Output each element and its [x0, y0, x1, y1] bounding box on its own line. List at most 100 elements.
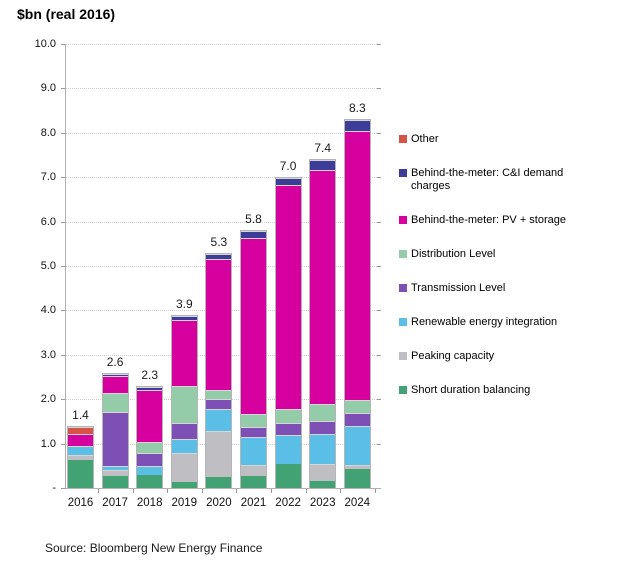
bar-2022 — [274, 177, 302, 489]
bar-total-label: 3.9 — [175, 296, 193, 311]
bar-segment-short-duration-balancing — [171, 482, 197, 488]
bar-segment-renewable-energy-integration — [206, 408, 232, 431]
bar-segment-distribution-level — [241, 413, 266, 427]
bar-segment-transmission-level — [102, 411, 128, 466]
legend-label: Transmission Level — [411, 282, 506, 294]
legend-swatch-distribution-level — [399, 250, 407, 258]
y-tick-label: 10.0 — [34, 38, 56, 50]
y-tick-mark — [61, 177, 65, 179]
x-tick-mark — [340, 489, 342, 493]
legend-item-distribution-level: Distribution Level — [399, 248, 611, 261]
bar-segment-peaking-capacity — [206, 430, 232, 477]
legend-label: Other — [411, 133, 439, 145]
y-tick-label: 6.0 — [40, 215, 56, 228]
bar-segment-renewable-energy-integration — [171, 439, 197, 453]
legend-label: Peaking capacity — [411, 350, 495, 362]
bar-segment-behind-the-meter-ci-demand-charges — [102, 373, 128, 377]
y-tick-mark — [61, 488, 65, 489]
bar-segment-peaking-capacity — [344, 464, 370, 469]
bar-segment-behind-the-meter-pv-storage — [241, 238, 266, 414]
legend-swatch-transmission-level — [399, 284, 407, 292]
bar-total-label: 5.8 — [245, 212, 262, 227]
bar-segment-distribution-level — [275, 408, 301, 423]
legend-item-renewable-energy-integration: Renewable energy integration — [399, 316, 611, 329]
bar-segment-peaking-capacity — [241, 465, 266, 476]
bar-segment-distribution-level — [102, 392, 128, 412]
bar-segment-behind-the-meter-pv-storage — [206, 259, 232, 390]
y-tick-mark — [377, 354, 381, 356]
x-tick-mark — [374, 489, 376, 493]
y-tick-mark — [61, 354, 65, 356]
legend-label: Short duration balancing — [411, 384, 531, 396]
x-tick-label: 2020 — [206, 497, 232, 509]
legend-swatch-peaking-capacity — [399, 352, 407, 360]
bar-segment-peaking-capacity — [68, 455, 93, 460]
bar-segment-other — [68, 426, 93, 435]
bar-segment-renewable-energy-integration — [241, 437, 266, 465]
legend-item-peaking-capacity: Peaking capacity — [399, 350, 611, 363]
gridline — [65, 132, 377, 134]
x-tick-mark — [132, 489, 134, 493]
bar-segment-short-duration-balancing — [137, 475, 163, 488]
bar-segment-distribution-level — [206, 389, 232, 399]
bar-segment-transmission-level — [241, 426, 266, 438]
bar-2018 — [136, 385, 164, 489]
bar-total-label: 5.3 — [210, 234, 228, 249]
gridline — [65, 88, 377, 90]
bar-segment-renewable-energy-integration — [310, 433, 336, 465]
bar-segment-transmission-level — [171, 422, 197, 440]
legend-item-behind-the-meter-pv-storage: Behind-the-meter: PV + storage — [399, 214, 611, 227]
legend-swatch-renewable-energy-integration — [399, 318, 407, 326]
bar-total-label: 2.6 — [106, 354, 124, 369]
bar-2020 — [205, 252, 233, 489]
bar-segment-behind-the-meter-pv-storage — [68, 434, 93, 447]
bar-segment-behind-the-meter-ci-demand-charges — [171, 315, 197, 320]
x-tick-label: 2024 — [344, 497, 371, 509]
bar-segment-transmission-level — [344, 413, 370, 427]
bar-segment-renewable-energy-integration — [344, 426, 370, 465]
source-text: Source: Bloomberg New Energy Finance — [45, 541, 263, 555]
x-tick-label: 2018 — [136, 497, 163, 509]
x-tick-mark — [167, 489, 169, 493]
bar-segment-behind-the-meter-pv-storage — [102, 376, 128, 393]
y-tick-mark — [61, 44, 65, 45]
bar-segment-behind-the-meter-ci-demand-charges — [241, 231, 266, 239]
bar-segment-short-duration-balancing — [206, 476, 232, 488]
bar-segment-distribution-level — [310, 403, 336, 422]
y-tick-mark — [377, 310, 381, 312]
x-tick-mark — [270, 489, 272, 493]
bar-segment-behind-the-meter-pv-storage — [275, 185, 301, 409]
x-tick-mark — [305, 489, 307, 493]
y-tick-label: - — [52, 482, 56, 494]
bar-total-label: 1.4 — [72, 407, 89, 422]
bar-segment-behind-the-meter-pv-storage — [310, 169, 336, 404]
bar-segment-short-duration-balancing — [241, 475, 266, 488]
x-tick-mark — [236, 489, 238, 493]
x-tick-label: 2022 — [275, 497, 301, 509]
y-tick-mark — [377, 221, 381, 223]
bar-segment-distribution-level — [137, 442, 163, 453]
y-tick-mark — [377, 177, 381, 179]
bar-segment-transmission-level — [275, 422, 301, 436]
y-tick-label: 3.0 — [40, 348, 56, 361]
y-tick-mark — [61, 399, 65, 401]
legend-label: Behind-the-meter: C&I demand charges — [411, 167, 564, 192]
y-tick-mark — [61, 132, 65, 134]
y-tick-mark — [61, 310, 65, 312]
bar-segment-peaking-capacity — [310, 464, 336, 481]
bar-segment-renewable-energy-integration — [137, 466, 163, 476]
bar-total-label: 7.0 — [279, 159, 297, 174]
bar-segment-renewable-energy-integration — [275, 435, 301, 465]
y-tick-mark — [377, 443, 381, 445]
bar-segment-distribution-level — [171, 386, 197, 423]
bar-total-label: 8.3 — [348, 101, 366, 116]
bar-segment-behind-the-meter-ci-demand-charges — [344, 120, 370, 132]
legend-label: Distribution Level — [411, 248, 496, 260]
bar-segment-renewable-energy-integration — [68, 446, 93, 456]
y-tick-mark — [61, 266, 65, 267]
bar-2017 — [101, 372, 129, 489]
bar-segment-behind-the-meter-ci-demand-charges — [206, 253, 232, 260]
bar-2021 — [240, 230, 267, 489]
x-tick-mark — [97, 489, 99, 493]
bar-segment-short-duration-balancing — [102, 475, 128, 488]
